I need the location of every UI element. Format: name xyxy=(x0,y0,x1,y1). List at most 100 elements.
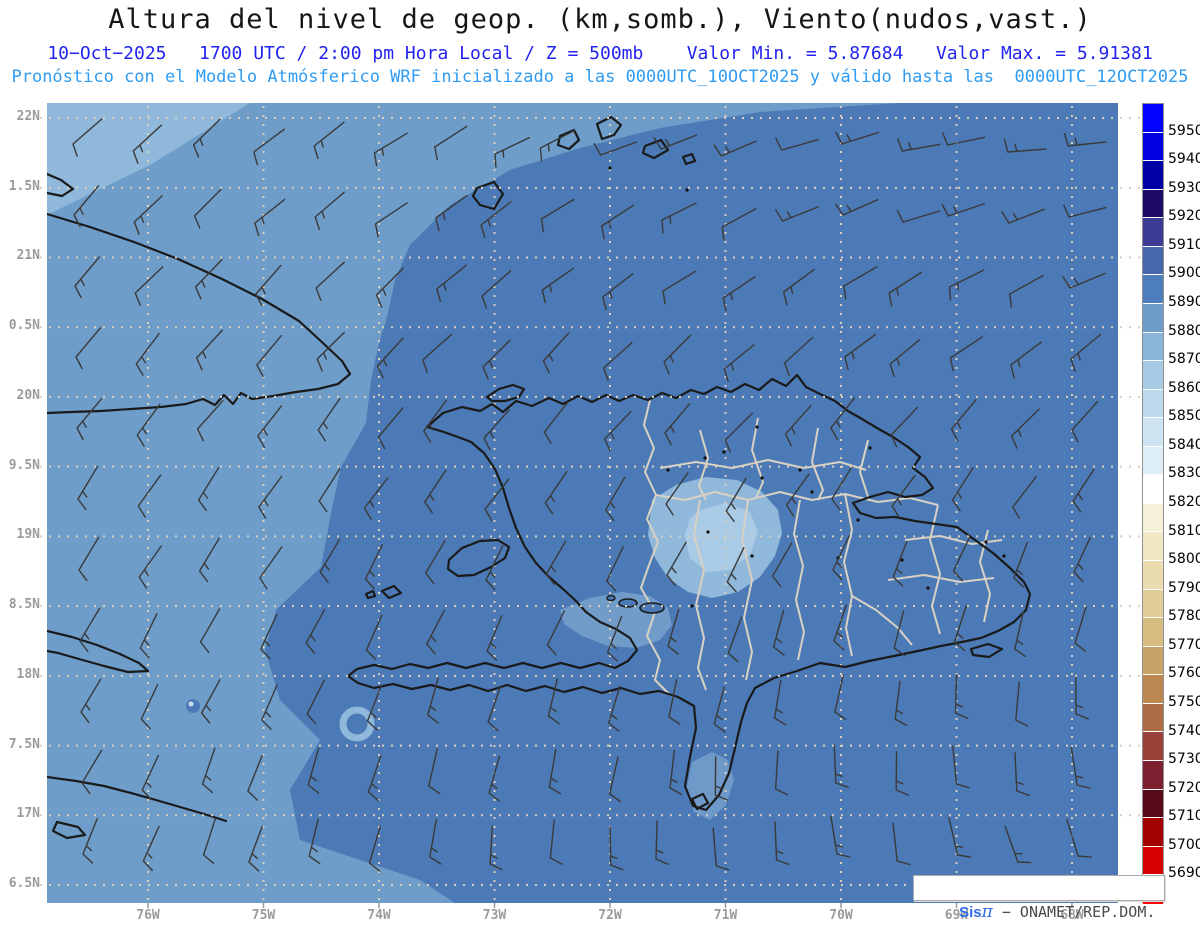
wind-barb xyxy=(783,336,814,376)
coast-southwest-fragment xyxy=(47,775,228,823)
colorbar-tick-label: 5890 xyxy=(1168,294,1200,310)
wind-barb xyxy=(1003,138,1047,153)
colorbar-segment xyxy=(1143,646,1163,676)
wind-barb xyxy=(541,267,575,304)
wind-barb xyxy=(952,536,971,582)
colorbar-tick-label: 5830 xyxy=(1168,465,1200,482)
wind-barb xyxy=(315,261,345,301)
wind-barb xyxy=(831,466,853,511)
wind-barb xyxy=(664,403,691,446)
wind-barb xyxy=(192,117,222,158)
wind-barb xyxy=(1004,825,1032,864)
wind-barb xyxy=(259,546,283,590)
colorbar-tick-label: 5880 xyxy=(1168,322,1200,339)
wind-barb xyxy=(142,825,160,872)
colorbar-segment xyxy=(1143,418,1163,447)
wind-barb xyxy=(1015,681,1029,727)
wind-barb xyxy=(1014,752,1030,796)
wind-barb xyxy=(435,195,468,232)
wind-barb xyxy=(661,202,697,234)
shade-patch-south-sea xyxy=(686,752,734,820)
wind-barb xyxy=(75,327,102,370)
coast-hispaniola xyxy=(346,373,1032,812)
wind-barb xyxy=(948,817,971,858)
wind-barb xyxy=(486,615,503,661)
colorbar-segment xyxy=(1143,561,1163,590)
lon-label: 75W xyxy=(251,908,276,923)
wind-barb xyxy=(138,545,162,589)
wind-barb xyxy=(194,258,223,300)
wind-barb xyxy=(712,827,730,871)
wind-barb xyxy=(893,610,906,657)
coast-bahamas-d xyxy=(681,152,697,166)
wind-barb xyxy=(606,546,624,592)
colorbar-tick-label: 5820 xyxy=(1168,494,1200,510)
lake-enriquillo xyxy=(639,602,665,614)
wind-barb xyxy=(428,748,441,795)
colorbar-segment xyxy=(1143,732,1163,761)
wind-barb xyxy=(489,825,503,871)
wind-barb xyxy=(1011,408,1040,449)
colorbar-tick-label: 5790 xyxy=(1168,579,1200,596)
wind-barb xyxy=(547,678,560,725)
colorbar-segment xyxy=(1143,503,1163,533)
colorbar-segment xyxy=(1143,161,1163,190)
colorbar-segment xyxy=(1143,475,1163,504)
lat-label: 20N xyxy=(16,387,40,403)
wind-barb xyxy=(140,684,159,730)
colorbar-segment xyxy=(1143,532,1163,561)
coast-jamaica-tip xyxy=(47,629,150,674)
colorbar-segment xyxy=(1143,361,1163,390)
colorbar-segment xyxy=(1143,275,1163,304)
wind-barb xyxy=(1066,819,1092,858)
wind-barb xyxy=(318,468,341,513)
coastlines xyxy=(47,115,1032,840)
wind-barb xyxy=(890,406,919,448)
wind-barb xyxy=(1071,401,1099,443)
wind-barb xyxy=(607,615,623,662)
wind-barb xyxy=(844,333,877,371)
wind-barb xyxy=(199,608,221,653)
wind-barb xyxy=(889,339,921,378)
colorbar-tick-label: 5850 xyxy=(1168,408,1200,425)
wind-barb xyxy=(306,679,325,725)
lat-label: 18N xyxy=(16,666,40,682)
colorbar-segment xyxy=(1143,760,1163,790)
wind-barb xyxy=(775,137,819,151)
wind-barb xyxy=(261,684,278,730)
wind-barb xyxy=(602,273,634,311)
wind-barb xyxy=(132,124,162,164)
wind-barb xyxy=(376,337,404,379)
lat-label: 1.5N xyxy=(8,178,40,194)
brand-text: Sis xyxy=(959,904,982,921)
wind-barb xyxy=(1010,341,1042,379)
wind-barb xyxy=(897,138,941,152)
wind-barb xyxy=(951,467,974,512)
wind-barb xyxy=(316,331,345,372)
coast-saona-island xyxy=(969,642,1004,659)
wind-barb xyxy=(892,822,911,866)
wind-barb xyxy=(135,332,160,376)
wind-barb xyxy=(546,610,565,656)
wind-barb xyxy=(313,121,345,160)
colorbar-tick-label: 5900 xyxy=(1168,265,1200,282)
lat-label: 0.5N xyxy=(8,318,40,334)
wind-barb xyxy=(193,188,222,229)
lat-label: 21N xyxy=(16,248,40,264)
wind-barb xyxy=(434,125,468,161)
wind-barb xyxy=(604,410,632,452)
lat-label: 22N xyxy=(16,109,40,124)
lon-label: 71W xyxy=(713,908,738,923)
wind-barb xyxy=(424,469,447,514)
wind-barb xyxy=(317,398,341,442)
wind-barb xyxy=(367,755,382,802)
wind-barb xyxy=(727,616,743,663)
wind-barb xyxy=(494,136,531,168)
wind-barb xyxy=(82,818,98,864)
lon-label: 74W xyxy=(367,908,391,923)
colorbar-segment xyxy=(1143,446,1163,476)
colorbar-tick-label: 5910 xyxy=(1168,236,1200,253)
colorbar-segment xyxy=(1143,246,1163,276)
wind-barb xyxy=(139,613,158,659)
colorbar-segment xyxy=(1143,104,1163,133)
